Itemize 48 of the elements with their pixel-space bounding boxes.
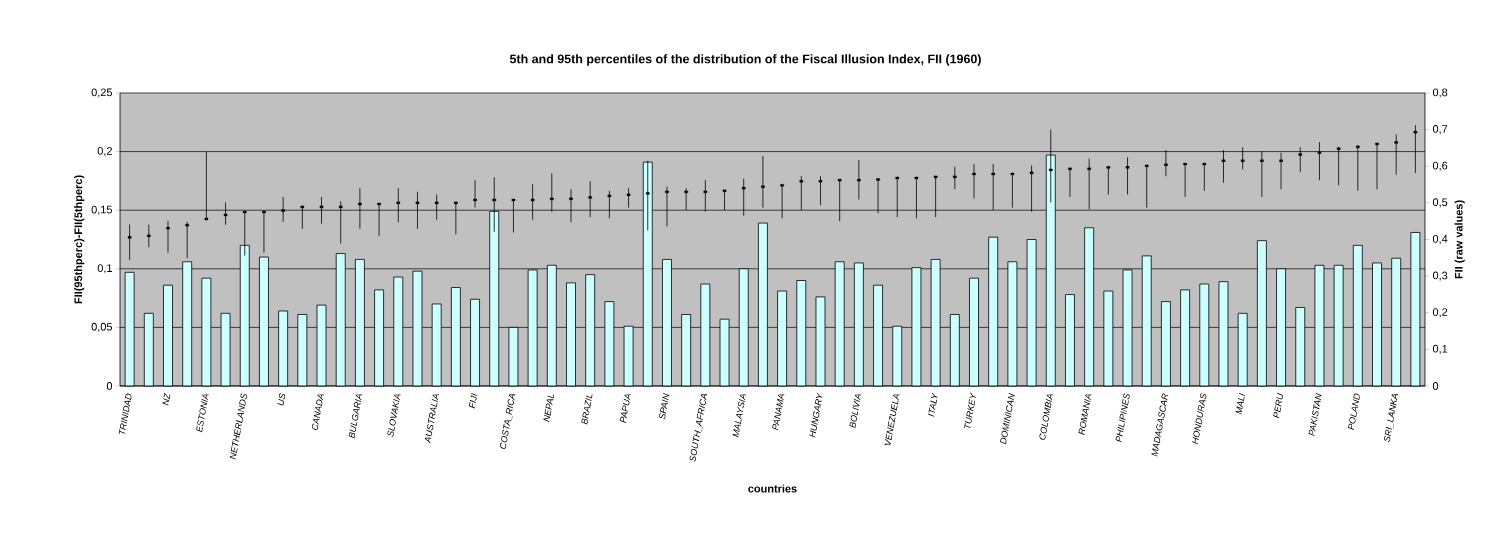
- y2-tick-label: 0,3: [1432, 271, 1448, 281]
- y-tick-label: 0: [106, 382, 113, 390]
- x-tick-label: HUNGARY: [809, 392, 823, 438]
- y-tick-label: 0,25: [91, 88, 113, 98]
- x-tick-label: COLOMBIA: [1039, 394, 1054, 440]
- x-tick-label: US: [277, 393, 286, 406]
- x-tick-label: MALAYSIA: [732, 394, 747, 438]
- x-tick-label: TURKEY: [964, 392, 976, 429]
- x-tick-label: CANADA: [311, 394, 324, 430]
- x-tick-label: POLAND: [1348, 393, 1360, 431]
- x-tick-label: AUSTRALIA: [424, 394, 440, 444]
- x-tick-label: PERU: [1273, 392, 1283, 419]
- x-tick-label: SRI_LANKA: [1383, 394, 1399, 442]
- chart-title: 5th and 95th percentiles of the distribution of the Fiscal Illusion Index, FII (1960): [509, 54, 981, 66]
- x-tick-label: BOLIVIA: [849, 394, 862, 429]
- x-tick-label: ROMANIA: [1078, 394, 1092, 435]
- y-axis-title: FII(95thperc)-FII(5thperc): [74, 175, 85, 304]
- y2-tick-label: 0,5: [1432, 198, 1448, 208]
- y2-tick-label: 0,1: [1432, 344, 1448, 354]
- y-tick-label: 0,2: [97, 147, 112, 157]
- x-tick-label: PANAMA: [772, 394, 785, 431]
- y-tick-label: 0,1: [97, 264, 112, 274]
- y-tick-label: 0,05: [91, 322, 113, 332]
- x-tick-label: BRAZIL: [581, 394, 593, 425]
- y2-tick-label: 0,2: [1432, 308, 1448, 318]
- x-tick-label: BULGARIA: [348, 394, 363, 439]
- x-tick-label: FIJI: [469, 392, 478, 409]
- x-tick-label: ITALY: [928, 392, 938, 417]
- x-tick-label: SLOVAKIA: [387, 394, 401, 437]
- x-tick-label: PHILIPINES: [1115, 393, 1130, 443]
- y2-tick-label: 0,4: [1432, 234, 1448, 245]
- x-tick-label: NEPAL: [543, 394, 555, 423]
- y2-tick-label: 0,8: [1432, 88, 1448, 98]
- x-axis-title: countries: [748, 484, 797, 493]
- x-tick-label: PAKISTAN: [1308, 392, 1322, 437]
- x-tick-label: TRINIDAD: [118, 393, 132, 434]
- x-tick-label: PAPUA: [619, 394, 631, 423]
- x-tick-label: NZ: [162, 392, 171, 406]
- x-tick-label: HONDURAS: [1191, 393, 1207, 445]
- y-tick-label: 0,15: [91, 205, 113, 215]
- y2-tick-label: 0: [1432, 382, 1439, 390]
- y2-tick-label: 0,6: [1432, 161, 1448, 171]
- y2-tick-label: 0,7: [1432, 125, 1448, 135]
- x-tick-label: ESTONIA: [196, 394, 209, 433]
- x-tick-label: SPAIN: [659, 392, 670, 420]
- y2-axis-title: FII (raw values): [1454, 200, 1465, 279]
- x-tick-label: DOMINICAN: [1000, 392, 1015, 445]
- x-tick-label: MALI: [1235, 393, 1245, 415]
